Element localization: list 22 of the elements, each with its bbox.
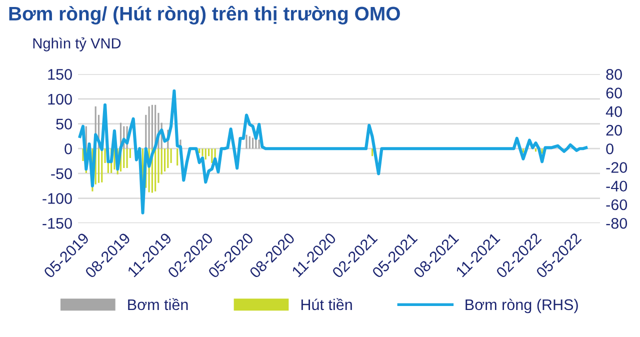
y2-tick-label: -80 — [606, 218, 628, 229]
y-axis-title: Nghìn tỷ VND — [33, 37, 121, 52]
y2-tick-label: -60 — [606, 199, 628, 210]
y2-tick-label: 20 — [606, 124, 622, 136]
y2-tick-label: 40 — [606, 106, 622, 118]
chart-title: Bơm ròng/ (Hút ròng) trên thị trường OMO — [9, 6, 400, 24]
legend-label: Bơm ròng (RHS) — [466, 298, 578, 314]
y-tick-label: -150 — [42, 218, 72, 229]
y2-tick-label: 60 — [606, 88, 622, 98]
legend-label: Hút tiền — [301, 298, 352, 310]
y-tick-label: 100 — [48, 94, 72, 105]
y2-tick-label: -20 — [606, 162, 628, 173]
legend-label: Bơm tiền — [128, 298, 188, 310]
y2-tick-label: 80 — [606, 69, 622, 80]
y-tick-label: -50 — [51, 168, 72, 180]
y-tick-label: -100 — [42, 193, 72, 204]
y-tick-label: 150 — [48, 69, 72, 80]
y2-tick-label: -40 — [606, 180, 628, 192]
line-series — [78, 89, 588, 214]
y-tick-label: 50 — [56, 118, 72, 130]
y2-tick-label: 0 — [606, 143, 614, 154]
y-tick-label: 0 — [64, 143, 72, 154]
